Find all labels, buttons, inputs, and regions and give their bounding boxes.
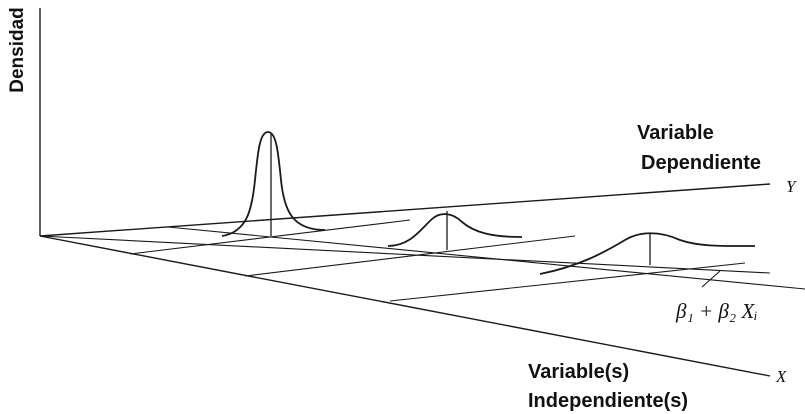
grid-line xyxy=(389,262,746,302)
grid-line xyxy=(244,235,576,277)
density-curve-1 xyxy=(221,131,326,237)
density-axis-label: Densidad xyxy=(7,7,28,93)
y-axis-symbol: Y xyxy=(786,177,797,196)
dependent-label-line2: Dependiente xyxy=(641,152,761,174)
grid-line xyxy=(129,219,411,255)
regression-label-pointer xyxy=(701,270,721,288)
independent-label-line2: Independiente(s) xyxy=(528,390,688,412)
y-axis xyxy=(39,183,771,237)
grid-line xyxy=(167,226,805,290)
density-curve-3 xyxy=(539,232,756,275)
regression-line-label: β₁ + β₂ Xᵢ xyxy=(675,299,758,323)
x-axis-symbol: X xyxy=(775,367,787,386)
independent-label-line1: Variable(s) xyxy=(528,361,629,383)
x-axis xyxy=(39,235,771,377)
regression-line xyxy=(39,235,771,274)
dependent-label-line1: Variable xyxy=(637,122,714,144)
density-curve-2 xyxy=(387,213,523,247)
